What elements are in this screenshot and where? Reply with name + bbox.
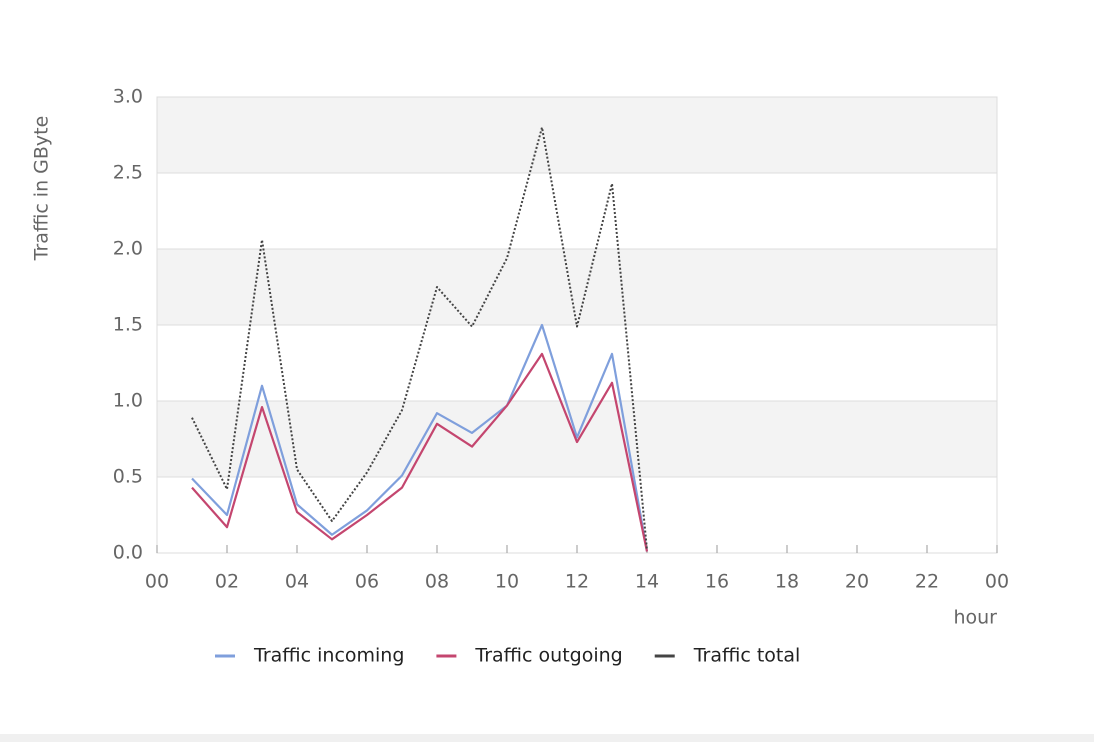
x-tick-label: 16 (705, 571, 729, 593)
plot-band (157, 249, 997, 325)
plot-band (157, 97, 997, 173)
y-tick-label: 2.5 (113, 162, 143, 184)
x-tick-label: 00 (145, 571, 169, 593)
series-line (191, 323, 649, 552)
x-axis-label: hour (953, 607, 997, 629)
x-tick-label: 12 (565, 571, 589, 593)
x-tick-label: 00 (985, 571, 1009, 593)
footer-strip (0, 734, 1094, 742)
x-tick-label: 02 (215, 571, 239, 593)
y-tick-label: 0.5 (113, 466, 143, 488)
y-tick-label: 0.0 (113, 542, 143, 564)
plot-band (157, 401, 997, 477)
series-line (191, 126, 648, 551)
y-tick-label: 2.0 (113, 238, 143, 260)
y-axis-label: Traffic in GByte (31, 116, 53, 262)
y-tick-label: 3.0 (113, 86, 143, 108)
x-tick-label: 22 (915, 571, 939, 593)
x-tick-label: 06 (355, 571, 379, 593)
y-tick-label: 1.5 (113, 314, 143, 336)
series-line (191, 352, 649, 552)
y-tick-label: 1.0 (113, 390, 143, 412)
legend-label: Traffic incoming (253, 645, 404, 667)
legend-label: Traffic outgoing (474, 645, 622, 667)
x-tick-label: 20 (845, 571, 869, 593)
x-tick-label: 04 (285, 571, 309, 593)
x-tick-label: 08 (425, 571, 449, 593)
x-tick-label: 14 (635, 571, 659, 593)
x-tick-label: 10 (495, 571, 519, 593)
x-tick-label: 18 (775, 571, 799, 593)
legend-label: Traffic total (693, 645, 801, 667)
